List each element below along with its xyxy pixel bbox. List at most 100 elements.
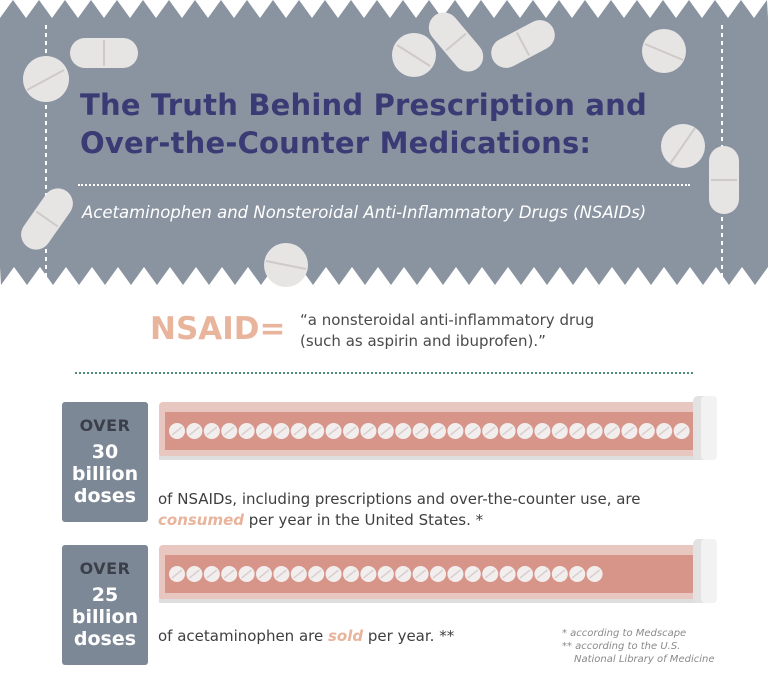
pill-score-line: [432, 569, 444, 579]
divider: [75, 372, 693, 374]
pill-score-line: [223, 569, 235, 579]
stat-over-label: OVER: [79, 559, 131, 578]
pill-tube-nsaid: [159, 396, 717, 460]
footnote: National Library of Medicine: [574, 654, 715, 665]
pill-icon: [428, 12, 484, 72]
pill-icon: [21, 188, 73, 250]
pill-score-line: [519, 426, 531, 436]
tablet-icon: [264, 243, 308, 287]
pill-score-line: [258, 426, 270, 436]
pill-score-line: [449, 426, 461, 436]
pill-score-line: [484, 569, 496, 579]
pill-score-line: [432, 426, 444, 436]
description-line: consumed per year in the United States. …: [158, 510, 640, 531]
pill-score-line: [380, 569, 392, 579]
accent-word: sold: [328, 627, 364, 645]
stat-amount: 30 billion doses: [62, 441, 148, 507]
pill-score-line: [397, 426, 409, 436]
pill-score-line: [345, 426, 357, 436]
pill-score-line: [275, 569, 287, 579]
title-line-1: The Truth Behind Prescription and: [80, 88, 647, 122]
pill-icon: [70, 38, 138, 68]
description-text: per year. **: [363, 627, 455, 645]
footnote: * according to Medscape: [562, 628, 687, 639]
footnote: ** according to the U.S.: [562, 641, 681, 652]
pill-score-line: [571, 569, 583, 579]
pill-score-line: [188, 569, 200, 579]
stat-unit: billion: [71, 463, 139, 485]
stat-description-acetaminophen: of acetaminophen are sold per year. **: [158, 626, 454, 647]
pill-score-line: [571, 426, 583, 436]
tablet-icon: [23, 56, 69, 102]
pill-score-line: [293, 569, 305, 579]
tablet-icon: [642, 29, 686, 73]
pill-row: [169, 566, 603, 582]
pill-score-line: [293, 426, 305, 436]
pill-icon: [491, 20, 555, 68]
stat-over-label: OVER: [79, 416, 131, 435]
description-line: of NSAIDs, including prescriptions and o…: [158, 490, 641, 508]
pill-score-line: [206, 426, 218, 436]
divider: [78, 184, 690, 186]
pill-score-line: [467, 426, 479, 436]
stat-number: 30: [91, 441, 119, 463]
description-text: of acetaminophen are: [158, 627, 328, 645]
pill-score-line: [536, 569, 548, 579]
pill-score-line: [345, 569, 357, 579]
nsaid-definition: “a nonsteroidal anti-inflammatory drug (…: [300, 310, 660, 352]
definition-line-1: “a nonsteroidal anti-inflammatory drug: [300, 311, 595, 329]
pill-score-line: [606, 426, 618, 436]
pill-score-line: [589, 569, 601, 579]
description-text: per year in the United States. *: [244, 511, 484, 529]
pill-score-line: [380, 426, 392, 436]
definition-line-2: (such as aspirin and ibuprofen).”: [300, 332, 546, 350]
pill-score-line: [658, 426, 670, 436]
page-title: The Truth Behind Prescription and Over-t…: [80, 86, 720, 162]
header-banner: The Truth Behind Prescription and Over-t…: [0, 0, 768, 290]
pill-score-line: [275, 426, 287, 436]
pill-score-line: [328, 569, 340, 579]
pill-row: [169, 423, 690, 439]
subtitle: Acetaminophen and Nonsteroidal Anti-Infl…: [82, 203, 647, 222]
pill-score-line: [415, 426, 427, 436]
pill-score-line: [554, 426, 566, 436]
pill-score-line: [362, 569, 374, 579]
stat-unit: doses: [73, 485, 137, 507]
stat-badge-acetaminophen: OVER 25 billion doses: [62, 545, 148, 665]
footnotes: * according to Medscape ** according to …: [562, 627, 714, 666]
pill-tube-acetaminophen: [159, 539, 717, 603]
pill-score-line: [223, 426, 235, 436]
accent-word: consumed: [158, 511, 245, 529]
pill-score-line: [589, 426, 601, 436]
tablet-icon: [661, 124, 705, 168]
pill-score-line: [188, 426, 200, 436]
pill-score-line: [449, 569, 461, 579]
pill-score-line: [519, 569, 531, 579]
nsaid-term: NSAID=: [150, 311, 286, 347]
title-line-2: Over-the-Counter Medications:: [80, 126, 592, 160]
pill-score-line: [415, 569, 427, 579]
pill-icon: [709, 146, 739, 214]
pill-score-line: [206, 569, 218, 579]
pill-score-line: [241, 569, 253, 579]
pill-score-line: [171, 426, 183, 436]
pill-score-line: [362, 426, 374, 436]
pill-score-line: [623, 426, 635, 436]
pill-score-line: [467, 569, 479, 579]
stat-amount: 25 billion doses: [62, 584, 148, 650]
stat-badge-nsaid: OVER 30 billion doses: [62, 402, 148, 522]
stat-unit: billion: [71, 606, 139, 628]
pill-score-line: [502, 426, 514, 436]
pill-score-line: [397, 569, 409, 579]
stat-description-nsaid: of NSAIDs, including prescriptions and o…: [158, 489, 640, 531]
pill-score-line: [484, 426, 496, 436]
banner-background: [0, 0, 768, 287]
pill-score-line: [171, 569, 183, 579]
pill-score-line: [258, 569, 270, 579]
pill-score-line: [536, 426, 548, 436]
pill-score-line: [641, 426, 653, 436]
pill-score-line: [502, 569, 514, 579]
pill-score-line: [241, 426, 253, 436]
pill-score-line: [328, 426, 340, 436]
stat-unit: doses: [73, 628, 137, 650]
